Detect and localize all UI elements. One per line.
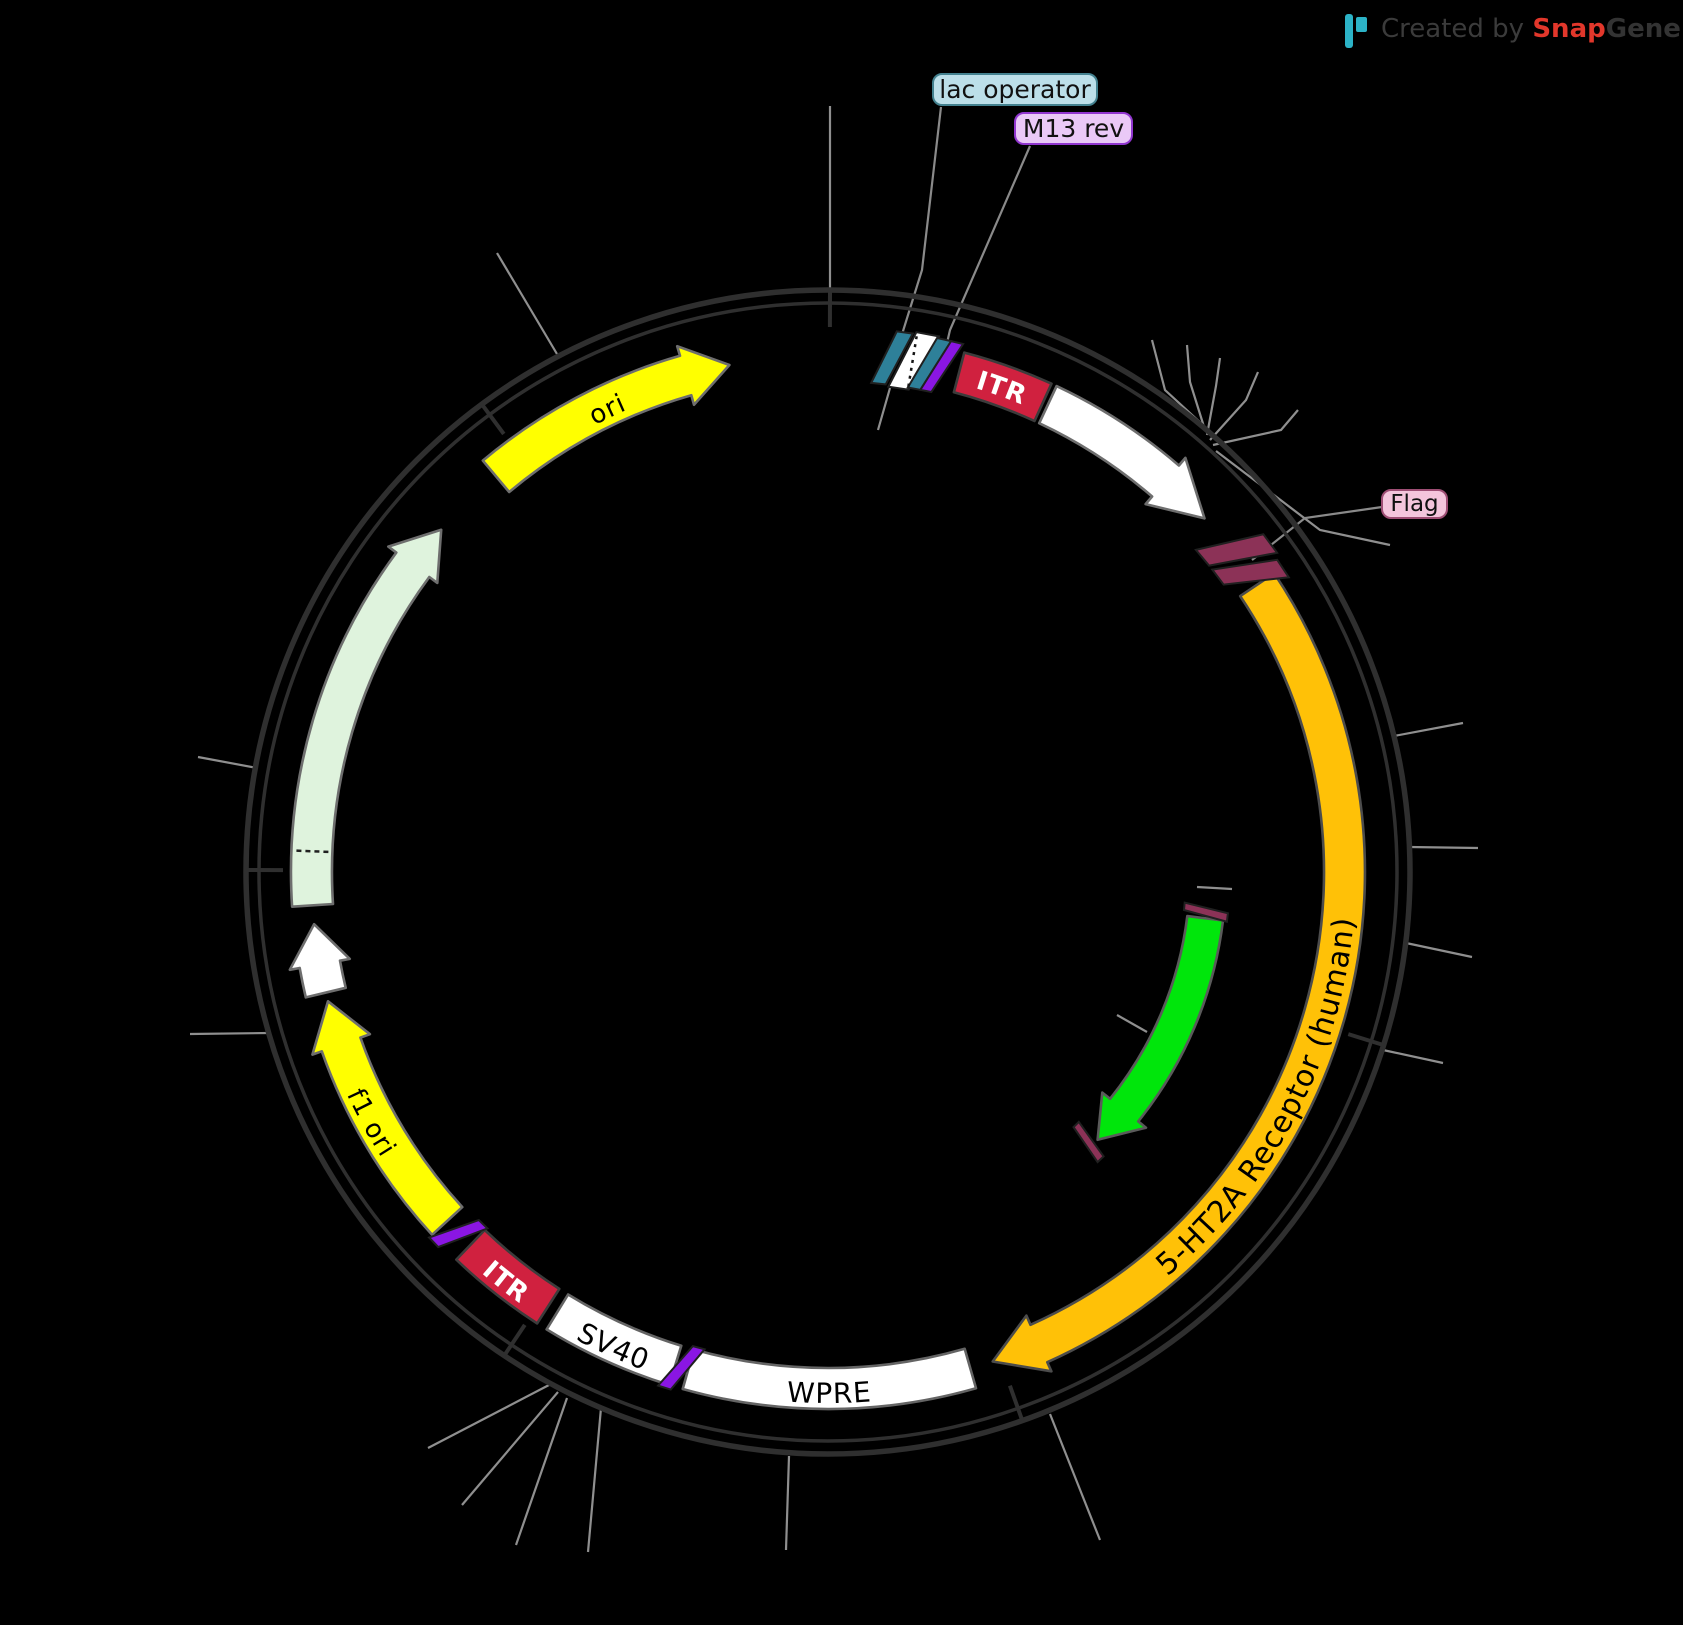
enzyme-callout-line: [189, 1031, 270, 1036]
purple-block-3[interactable]: [427, 1218, 490, 1249]
maroon-block-1[interactable]: [1194, 533, 1279, 567]
enzyme-callout-line: [1196, 885, 1233, 891]
enzyme-callout-line: [586, 1407, 603, 1553]
position-tick: [502, 1323, 527, 1357]
enzyme-callout-line: [1205, 357, 1222, 436]
enzyme-callout-line: [784, 1455, 791, 1551]
snapgene-watermark-text: Created by SnapGene: [1381, 14, 1681, 44]
position-tick: [1347, 1032, 1385, 1048]
wpre-label: WPRE: [786, 1375, 873, 1410]
enzyme-callout-line: [1393, 721, 1464, 738]
watermark-brand-snap: Snap: [1532, 14, 1606, 44]
position-tick: [1008, 1385, 1025, 1422]
enzyme-callout-line: [1405, 941, 1473, 959]
lac-operator-label-text: lac operator: [939, 75, 1091, 104]
label-callout-line: [897, 106, 943, 345]
snapgene-logo-icon: [1345, 14, 1371, 50]
ori-feature[interactable]: [481, 344, 731, 494]
enzyme-callout-line: [496, 252, 558, 355]
purple-block-1[interactable]: [918, 339, 965, 394]
itr-1-feature[interactable]: [952, 351, 1053, 423]
enzyme-callout-line: [1209, 371, 1260, 441]
flag-label[interactable]: Flag: [1381, 489, 1448, 519]
sv40-feature[interactable]: [545, 1293, 683, 1387]
green-bar-end[interactable]: [1072, 1120, 1105, 1164]
maroon-block-2[interactable]: [1210, 558, 1291, 586]
enzyme-callout-line: [197, 755, 258, 770]
snapgene-logo-bar: [1345, 14, 1353, 48]
enzyme-callout-line: [1185, 344, 1207, 431]
position-tick: [480, 403, 506, 436]
flag-label-text: Flag: [1390, 491, 1439, 517]
enzyme-callout-line: [514, 1397, 569, 1546]
teal-block-1[interactable]: [869, 330, 915, 386]
segment-divider: [295, 849, 329, 854]
enzyme-callout-line: [1150, 339, 1204, 426]
m13-rev-label-text: M13 rev: [1022, 114, 1125, 143]
green-bar-start[interactable]: [1182, 901, 1229, 923]
enzyme-callout-line: [1215, 450, 1391, 547]
enzyme-callout-line: [1116, 1014, 1148, 1033]
pale-green-arrow-feature[interactable]: [289, 528, 443, 908]
enzyme-callout-line: [1212, 409, 1299, 447]
enzyme-callout-line: [876, 387, 892, 431]
promoter-white-arrow-feature[interactable]: [1037, 384, 1206, 520]
f1-ori-feature[interactable]: [311, 1000, 464, 1237]
watermark-brand-gene: Gene: [1605, 14, 1681, 44]
inner-green-arrow-feature[interactable]: [1096, 914, 1225, 1142]
enzyme-callout-line: [427, 1384, 550, 1449]
segment-divider: [907, 335, 919, 387]
snapgene-watermark[interactable]: Created by SnapGene: [1345, 14, 1681, 50]
ht2a-cds-feature[interactable]: [991, 572, 1367, 1373]
purple-block-2[interactable]: [656, 1344, 707, 1391]
enzyme-callout-line: [461, 1391, 559, 1506]
plasmid-backbone-inner-ring: [257, 301, 1399, 1443]
watermark-created-by: Created by: [1381, 14, 1533, 44]
rep-white-arrow-feature[interactable]: [288, 922, 352, 999]
m13-rev-label[interactable]: M13 rev: [1014, 112, 1133, 145]
enzyme-callout-line: [1408, 845, 1479, 850]
enzyme-callout-line: [1048, 1413, 1102, 1541]
enzyme-callout-line: [1382, 1048, 1444, 1065]
snapgene-logo-square: [1356, 17, 1367, 32]
lac-operator-label[interactable]: lac operator: [932, 73, 1098, 106]
